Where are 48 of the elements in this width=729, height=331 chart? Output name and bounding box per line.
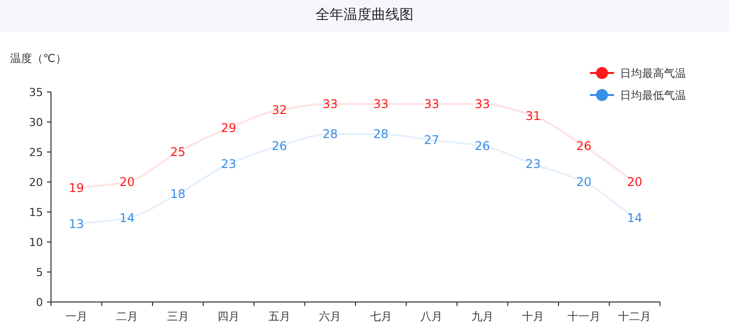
- data-label: 31: [525, 109, 541, 123]
- x-tick-label: 八月: [420, 310, 443, 323]
- y-tick-label: 25: [29, 146, 43, 159]
- x-tick-label: 十月: [522, 310, 544, 323]
- x-tick-label: 十二月: [618, 310, 652, 323]
- data-label: 14: [626, 211, 642, 225]
- data-label: 26: [474, 139, 490, 153]
- data-label: 29: [220, 121, 236, 135]
- x-tick-label: 二月: [116, 310, 138, 323]
- data-label: 23: [220, 157, 236, 171]
- y-axis-title: 温度（℃）: [10, 52, 66, 65]
- data-label: 26: [576, 139, 592, 153]
- data-label: 33: [373, 97, 389, 111]
- data-label: 28: [322, 127, 338, 141]
- data-label: 28: [373, 127, 389, 141]
- x-tick-label: 四月: [218, 310, 240, 323]
- data-label: 27: [424, 133, 440, 147]
- data-label: 20: [576, 175, 592, 189]
- x-tick-label: 十一月: [567, 310, 600, 323]
- y-tick-label: 10: [29, 236, 43, 249]
- y-tick-label: 35: [29, 86, 43, 99]
- y-tick-label: 20: [29, 176, 43, 189]
- data-label: 23: [525, 157, 541, 171]
- data-label: 26: [272, 139, 288, 153]
- data-label: 13: [68, 217, 84, 231]
- y-tick-label: 15: [29, 206, 43, 219]
- data-label: 20: [626, 175, 642, 189]
- chart-title: 全年温度曲线图: [316, 7, 414, 23]
- x-tick-label: 三月: [166, 310, 189, 323]
- x-tick-label: 七月: [370, 310, 392, 323]
- y-tick-label: 0: [36, 296, 43, 309]
- x-tick-label: 九月: [471, 310, 494, 323]
- data-label: 33: [424, 97, 440, 111]
- x-tick-label: 五月: [268, 310, 290, 323]
- data-label: 14: [119, 211, 135, 225]
- data-label: 33: [474, 97, 490, 111]
- data-label: 19: [68, 181, 84, 195]
- y-tick-label: 5: [36, 266, 43, 279]
- y-tick-label: 30: [29, 116, 43, 129]
- legend-label: 日均最低气温: [620, 89, 686, 102]
- x-tick-label: 六月: [319, 310, 342, 323]
- data-label: 20: [119, 175, 135, 189]
- data-label: 18: [170, 187, 186, 201]
- data-label: 25: [170, 145, 186, 159]
- x-tick-label: 一月: [65, 310, 88, 323]
- data-label: 32: [272, 103, 288, 117]
- data-label: 33: [322, 97, 338, 111]
- legend-label: 日均最高气温: [620, 67, 686, 80]
